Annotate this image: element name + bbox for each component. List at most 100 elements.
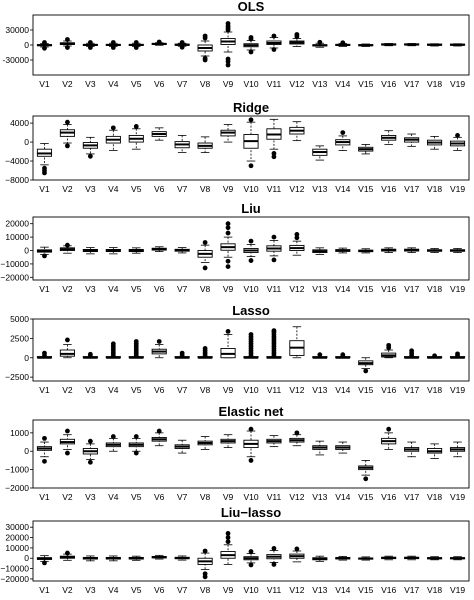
box-V12 [289,121,305,142]
outlier-point [87,45,93,50]
x-tick-label: V16 [381,184,396,194]
outlier-point [271,328,277,334]
outlier-point [271,257,277,263]
outlier-point [65,45,70,50]
panel-title: Liu−lasso [221,505,281,520]
x-tick-label: V10 [243,385,258,395]
outlier-point [386,426,392,432]
y-tick-label: 10000 [5,543,29,553]
outlier-point [317,39,323,45]
x-tick-label: V7 [177,585,188,595]
x-tick-label: V2 [62,492,73,502]
x-tick-label: V7 [177,284,188,294]
y-tick-label: 2500 [10,333,29,343]
x-tick-label: V3 [85,184,96,194]
x-tick-label: V1 [39,492,50,502]
box-V17 [404,348,420,359]
x-tick-label: V1 [39,184,50,194]
x-tick-label: V19 [450,79,465,89]
outlier-point [225,21,231,26]
box-V16 [381,426,397,450]
y-tick-label: 10000 [5,232,29,242]
x-tick-label: V14 [335,585,350,595]
outlier-point [248,458,254,463]
x-tick-label: V15 [358,79,373,89]
outlier-point [42,165,47,171]
x-tick-label: V2 [62,585,73,595]
x-tick-label: V19 [450,284,465,294]
panel-3: Lasso −2500 0 2500 5000 V1 V2 V3 V4 V5 V6 V7 V8 V9 V10… [5,303,470,395]
y-tick-label: 0 [24,353,29,363]
box-V2 [59,337,75,359]
outlier-point [225,329,231,334]
x-tick-label: V12 [289,284,304,294]
x-tick-label: V9 [223,385,234,395]
x-tick-label: V11 [267,585,282,595]
x-tick-label: V9 [223,284,234,294]
box-V10 [243,238,259,263]
box-V14 [335,247,351,254]
box-V2 [59,119,75,149]
x-tick-label: V3 [85,79,96,89]
x-tick-label: V10 [243,184,258,194]
panel-0: OLS -30000 0 30000 V1 V2 V3 V4 V5 V6 V7 V8 V9 V10 V11 V… [3,0,470,89]
box-V14 [335,352,351,359]
box-V2 [59,37,75,50]
x-tick-label: V6 [154,385,165,395]
box-V19 [449,133,466,152]
box-V18 [427,353,443,359]
outlier-point [133,339,139,344]
x-tick-label: V19 [450,492,465,502]
x-tick-label: V5 [131,585,142,595]
y-tick-label: -30000 [3,55,30,65]
outlier-point [248,163,254,169]
box-V19 [449,556,466,561]
outlier-point [133,450,139,456]
outlier-point [179,40,185,45]
outlier-point [294,430,300,436]
box-V13 [312,555,328,562]
outlier-point [65,337,70,343]
x-tick-label: V18 [427,184,442,194]
x-tick-label: V15 [358,284,373,294]
box-V10 [243,426,259,463]
outlier-point [87,153,93,159]
box-V8 [197,240,213,271]
box-V17 [404,441,420,458]
panel-2: Liu −20000 −10000 0 10000 20000 V1 V2 V3 V4 V5 V6 V7… [0,201,470,294]
x-tick-label: V5 [131,385,142,395]
box-V15 [358,43,374,47]
box-V14 [335,130,351,152]
box-V16 [381,555,397,561]
x-tick-label: V7 [177,79,188,89]
x-tick-label: V3 [85,284,96,294]
x-tick-label: V16 [381,585,396,595]
box-V11 [266,234,282,263]
y-tick-label: −2500 [5,372,29,382]
box-V1 [36,555,53,566]
outlier-point [248,549,254,554]
box-V19 [449,248,466,253]
y-tick-label: 0 [24,137,29,147]
x-tick-label: V6 [154,184,165,194]
outlier-point [225,225,231,231]
x-tick-label: V4 [108,585,119,595]
box-V2 [59,242,75,254]
x-tick-label: V13 [312,79,327,89]
outlier-point [432,353,437,359]
x-tick-label: V7 [177,184,188,194]
box-V12 [289,32,305,47]
y-tick-label: 0 [24,446,29,456]
outlier-point [156,339,162,344]
box-V8 [197,548,213,580]
x-tick-label: V11 [267,184,282,194]
box-V2 [59,428,75,456]
outlier-point [225,531,231,536]
box-V1 [36,435,53,464]
outlier-point [42,170,47,176]
x-tick-label: V14 [335,284,350,294]
outlier-point [87,351,93,357]
x-tick-label: V19 [450,585,465,595]
panel-title: Ridge [233,100,269,115]
